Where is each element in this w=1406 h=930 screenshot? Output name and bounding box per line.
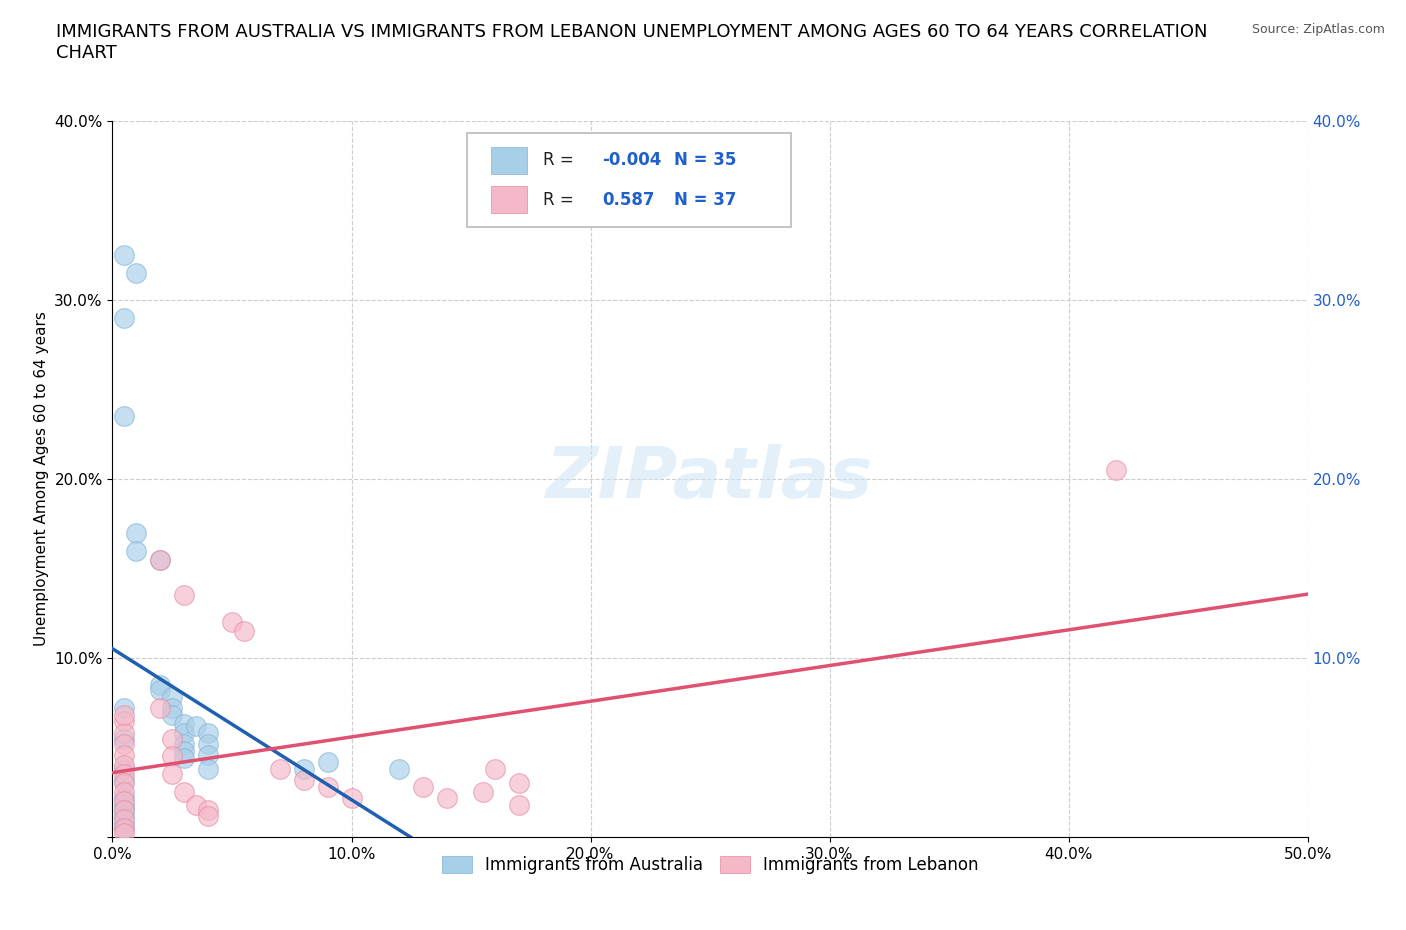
Point xyxy=(197,808,219,823)
Text: -0.004: -0.004 xyxy=(603,152,662,169)
Point xyxy=(173,717,195,732)
Point xyxy=(316,754,339,769)
Point xyxy=(149,683,172,698)
Point xyxy=(114,820,135,835)
Point xyxy=(125,543,148,558)
Point xyxy=(114,713,135,728)
Point xyxy=(114,772,135,787)
Text: N = 37: N = 37 xyxy=(675,191,737,208)
Point xyxy=(508,776,530,790)
Point xyxy=(114,725,135,740)
Point xyxy=(125,266,148,281)
Point xyxy=(412,779,434,794)
Point xyxy=(114,708,135,723)
Point xyxy=(316,779,339,794)
Point xyxy=(162,708,183,723)
Point xyxy=(114,826,135,841)
Point xyxy=(149,552,172,567)
Point xyxy=(114,737,135,751)
Point xyxy=(508,797,530,812)
Point xyxy=(186,797,208,812)
Point xyxy=(114,776,135,790)
Legend: Immigrants from Australia, Immigrants from Lebanon: Immigrants from Australia, Immigrants fr… xyxy=(433,847,987,883)
Point xyxy=(162,731,183,746)
Point xyxy=(114,700,135,715)
Point xyxy=(114,311,135,325)
Point xyxy=(173,751,195,765)
Point xyxy=(114,803,135,817)
Point xyxy=(162,690,183,705)
Point xyxy=(114,797,135,812)
Text: R =: R = xyxy=(543,191,574,208)
Point xyxy=(149,552,172,567)
Point xyxy=(436,790,458,805)
Point xyxy=(114,747,135,762)
Point xyxy=(114,247,135,262)
Point xyxy=(114,731,135,746)
Text: N = 35: N = 35 xyxy=(675,152,737,169)
Point xyxy=(197,725,219,740)
Point xyxy=(114,785,135,800)
Point xyxy=(149,677,172,692)
Point xyxy=(173,588,195,603)
Point xyxy=(197,737,219,751)
Point xyxy=(162,749,183,764)
Point xyxy=(173,785,195,800)
Point xyxy=(114,808,135,823)
Point xyxy=(114,820,135,835)
Text: 0.587: 0.587 xyxy=(603,191,655,208)
Point xyxy=(269,762,291,777)
Text: IMMIGRANTS FROM AUSTRALIA VS IMMIGRANTS FROM LEBANON UNEMPLOYMENT AMONG AGES 60 : IMMIGRANTS FROM AUSTRALIA VS IMMIGRANTS … xyxy=(56,23,1208,62)
Point xyxy=(114,767,135,782)
Point xyxy=(292,762,315,777)
Point xyxy=(197,762,219,777)
Point xyxy=(221,615,243,630)
Point xyxy=(125,525,148,540)
Point xyxy=(197,803,219,817)
Point xyxy=(114,790,135,805)
Point xyxy=(1105,462,1128,477)
Point xyxy=(114,762,135,777)
Point xyxy=(292,772,315,787)
Point xyxy=(173,737,195,751)
Point xyxy=(388,762,411,777)
Point xyxy=(186,719,208,734)
Point xyxy=(114,794,135,809)
Point xyxy=(114,816,135,830)
Point xyxy=(484,762,506,777)
Point xyxy=(472,785,495,800)
Y-axis label: Unemployment Among Ages 60 to 64 years: Unemployment Among Ages 60 to 64 years xyxy=(34,312,49,646)
Point xyxy=(162,767,183,782)
Text: R =: R = xyxy=(543,152,574,169)
FancyBboxPatch shape xyxy=(467,133,792,227)
Point xyxy=(149,700,172,715)
Point xyxy=(340,790,363,805)
Text: ZIPatlas: ZIPatlas xyxy=(547,445,873,513)
Point xyxy=(173,725,195,740)
Point xyxy=(114,409,135,424)
Bar xyxy=(491,186,527,213)
Point xyxy=(197,747,219,762)
Point xyxy=(114,803,135,817)
Text: Source: ZipAtlas.com: Source: ZipAtlas.com xyxy=(1251,23,1385,36)
Point xyxy=(233,624,256,639)
Point xyxy=(173,744,195,759)
Bar xyxy=(491,147,527,174)
Point xyxy=(114,812,135,827)
Point xyxy=(162,700,183,715)
Point xyxy=(114,758,135,773)
